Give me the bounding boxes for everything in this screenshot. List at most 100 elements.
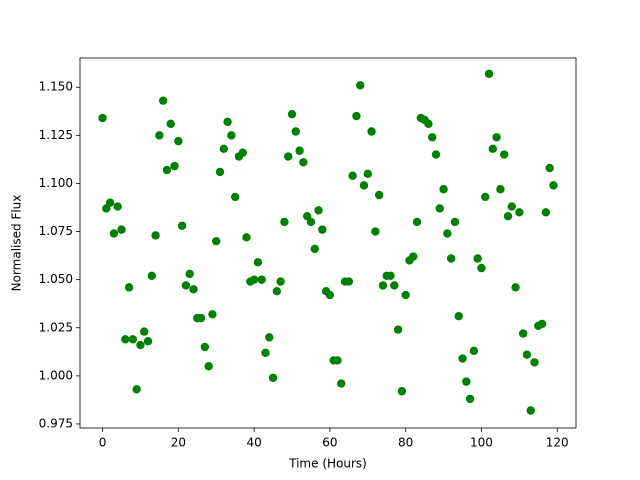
point — [257, 275, 266, 284]
point — [393, 325, 403, 334]
point — [412, 217, 422, 227]
point — [537, 319, 547, 329]
x-tick-label: 20 — [171, 436, 186, 450]
point — [401, 290, 410, 300]
point — [465, 394, 475, 404]
point — [458, 354, 467, 363]
point — [325, 290, 335, 300]
point — [526, 406, 535, 415]
point — [424, 119, 433, 129]
point — [185, 269, 194, 279]
point — [181, 281, 191, 290]
point — [397, 387, 407, 396]
y-tick-label: 1.025 — [39, 320, 73, 334]
point — [435, 204, 444, 213]
point — [253, 258, 263, 267]
point — [344, 277, 354, 286]
point — [261, 348, 270, 357]
point — [238, 148, 247, 157]
point — [158, 96, 168, 105]
point — [511, 283, 520, 292]
point — [499, 150, 509, 159]
point — [306, 217, 316, 227]
point — [496, 185, 505, 194]
plot-frame — [79, 57, 577, 429]
point — [105, 198, 115, 207]
point — [446, 254, 456, 263]
point — [147, 271, 157, 281]
point — [272, 286, 282, 296]
point — [477, 263, 486, 273]
point — [242, 233, 251, 242]
point — [98, 113, 107, 123]
y-tick-label: 1.000 — [39, 368, 73, 382]
point — [223, 117, 232, 127]
y-tick-label: 1.125 — [39, 128, 73, 142]
point — [177, 221, 187, 230]
point — [363, 169, 372, 179]
point — [450, 217, 460, 227]
point — [484, 69, 494, 78]
point — [276, 277, 285, 286]
point — [166, 119, 175, 129]
point — [549, 181, 558, 190]
point — [541, 208, 551, 217]
point — [140, 327, 149, 336]
point — [348, 171, 357, 180]
point — [151, 231, 160, 240]
point — [431, 150, 441, 159]
point — [284, 152, 293, 161]
point — [280, 217, 289, 227]
point — [356, 81, 365, 90]
x-tick-label: 100 — [470, 436, 493, 450]
point — [212, 236, 221, 246]
point — [136, 340, 145, 350]
point — [124, 283, 134, 292]
point — [318, 225, 327, 234]
point — [359, 181, 369, 190]
point — [515, 208, 524, 217]
point — [492, 133, 501, 142]
point — [439, 185, 448, 194]
point — [443, 229, 452, 238]
y-tick-label: 1.100 — [39, 176, 73, 190]
point — [469, 346, 479, 356]
point — [230, 192, 240, 202]
point — [371, 227, 380, 236]
point — [481, 192, 490, 202]
point — [409, 252, 418, 261]
point — [507, 202, 516, 211]
point — [333, 356, 342, 365]
point — [162, 165, 172, 175]
y-tick-label: 0.975 — [39, 416, 73, 430]
point — [219, 144, 228, 154]
y-tick-label: 1.050 — [39, 272, 73, 286]
point — [249, 275, 259, 284]
point — [337, 379, 346, 388]
point — [310, 244, 319, 254]
point — [295, 146, 304, 155]
point — [428, 133, 437, 142]
point — [204, 362, 213, 371]
point — [265, 333, 274, 342]
point — [113, 202, 122, 211]
point — [374, 190, 384, 200]
x-tick-label: 40 — [246, 436, 261, 450]
x-tick-label: 120 — [546, 436, 569, 450]
point — [545, 163, 554, 173]
point — [132, 385, 141, 394]
point — [155, 131, 164, 140]
point — [128, 335, 138, 344]
point — [352, 111, 361, 121]
x-tick-label: 60 — [322, 436, 337, 450]
point — [522, 350, 532, 359]
point — [200, 342, 210, 352]
point — [196, 313, 206, 323]
point — [109, 229, 119, 238]
point — [227, 131, 236, 140]
point — [268, 373, 278, 382]
point — [462, 377, 471, 386]
